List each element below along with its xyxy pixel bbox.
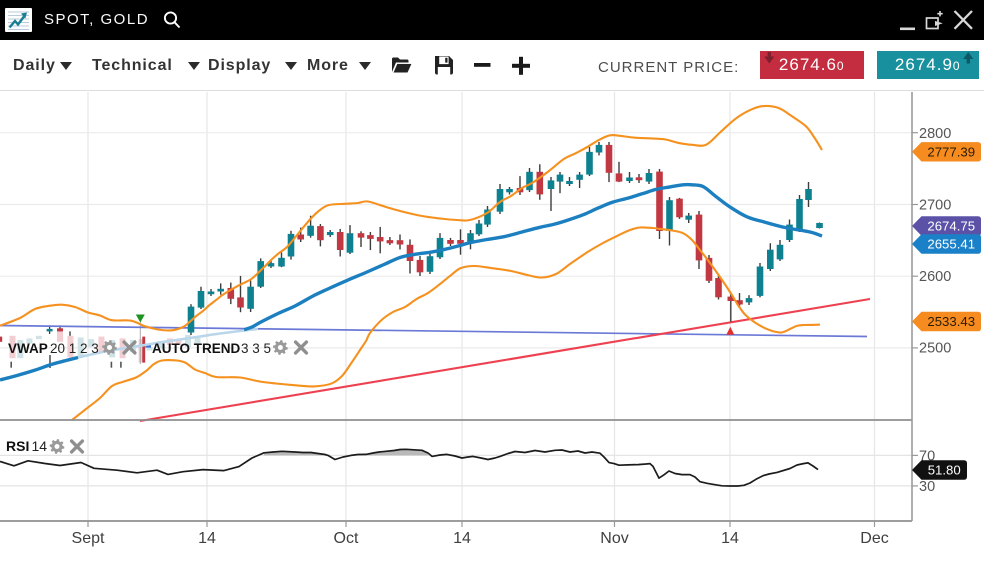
svg-text:2533.43: 2533.43 [927, 314, 975, 329]
svg-text:51.80: 51.80 [928, 463, 961, 478]
svg-text:RSI: RSI [6, 438, 29, 454]
svg-text:Oct: Oct [334, 530, 359, 547]
svg-text:2674.75: 2674.75 [927, 219, 975, 234]
svg-text:2777.39: 2777.39 [927, 145, 975, 160]
svg-text:14: 14 [453, 530, 471, 547]
svg-text:Dec: Dec [860, 530, 888, 547]
svg-text:VWAP: VWAP [8, 341, 48, 356]
svg-text:14: 14 [721, 530, 739, 547]
svg-text:2655.41: 2655.41 [927, 237, 975, 252]
svg-text:2700: 2700 [919, 198, 951, 214]
svg-text:AUTO TREND: AUTO TREND [152, 341, 241, 356]
svg-text:14: 14 [32, 438, 48, 454]
svg-text:2800: 2800 [919, 126, 951, 142]
svg-text:Nov: Nov [600, 530, 628, 547]
svg-text:30: 30 [919, 479, 935, 495]
svg-text:20 1 2 3: 20 1 2 3 [50, 341, 99, 356]
svg-text:2500: 2500 [919, 341, 951, 357]
svg-text:2600: 2600 [919, 269, 951, 285]
svg-text:3 3 5: 3 3 5 [241, 341, 271, 356]
svg-text:Sept: Sept [72, 530, 105, 547]
svg-text:14: 14 [198, 530, 216, 547]
